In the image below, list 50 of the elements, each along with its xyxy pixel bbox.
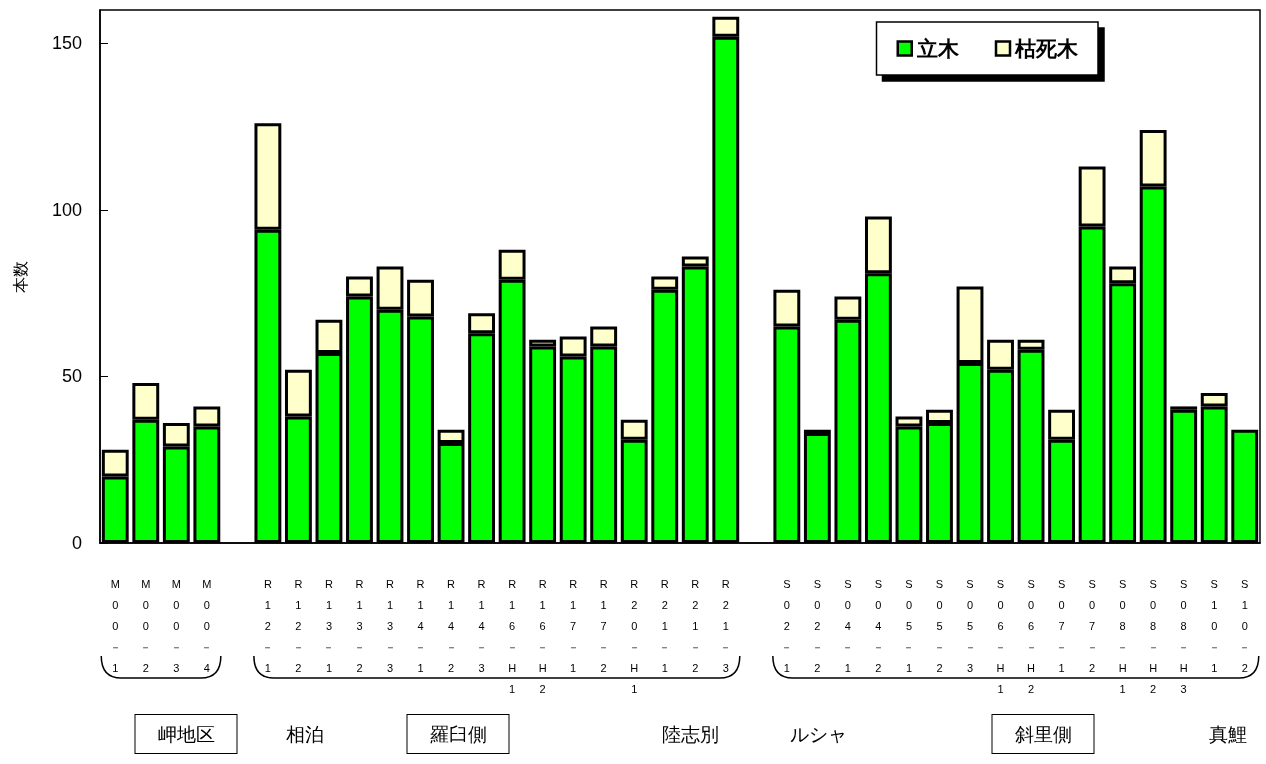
- x-tick-label: S08－H3: [1178, 577, 1190, 695]
- x-tick-label: R12－1: [262, 577, 274, 674]
- x-tick-label: S05－2: [933, 577, 945, 674]
- x-tick-label: M00－1: [109, 577, 121, 674]
- x-tick-label: R13－1: [323, 577, 335, 674]
- x-tick-label: S06－H1: [995, 577, 1007, 695]
- x-tick-label: S10－1: [1208, 577, 1220, 674]
- x-tick-label: R14－1: [415, 577, 427, 674]
- x-tick-label: S08－H2: [1147, 577, 1159, 695]
- y-tick-label: 0: [71, 533, 82, 553]
- x-tick-label: R17－1: [567, 577, 579, 674]
- x-tick-label: S07－2: [1086, 577, 1098, 674]
- x-tick-label: S06－H2: [1025, 577, 1037, 695]
- x-tick-label: R14－3: [476, 577, 488, 674]
- x-tick-label: S04－1: [842, 577, 854, 674]
- x-tick-label: R20－H1: [628, 577, 640, 695]
- x-tick-label: R16－H1: [506, 577, 518, 695]
- y-tick-label: 50: [61, 366, 82, 387]
- x-tick-label: M00－4: [201, 577, 213, 674]
- text: 斜里側: [991, 714, 1095, 754]
- y-axis-title: 本数: [11, 260, 29, 293]
- x-tick-label: R13－3: [384, 577, 396, 674]
- legend-label: 枯死木: [1014, 36, 1079, 61]
- x-tick-label: M00－3: [170, 577, 182, 674]
- x-tick-label: S02－2: [811, 577, 823, 674]
- text: 陸志別: [661, 722, 719, 746]
- x-tick-label: R12－2: [292, 577, 304, 674]
- x-tick-label: S05－1: [903, 577, 915, 674]
- x-tick-label: S07－1: [1056, 577, 1068, 674]
- x-tick-label: R16－H2: [537, 577, 549, 695]
- text: 相泊: [286, 722, 324, 746]
- x-tick-label: R21－3: [720, 577, 732, 674]
- text: 真鯉: [1209, 722, 1247, 746]
- text: 岬地区: [134, 714, 238, 754]
- x-tick-label: R17－2: [598, 577, 610, 674]
- y-tick-label: 100: [51, 199, 82, 220]
- x-tick-label: S04－2: [872, 577, 884, 674]
- x-tick-label: R13－2: [353, 577, 365, 674]
- x-tick-label: S08－H1: [1117, 577, 1129, 695]
- x-tick-label: R21－2: [689, 577, 701, 674]
- x-tick-label: S10－2: [1239, 577, 1251, 674]
- text: ルシャ: [789, 722, 847, 746]
- x-tick-label: R14－2: [445, 577, 457, 674]
- x-tick-label: S05－3: [964, 577, 976, 674]
- y-tick-label: 150: [51, 33, 82, 54]
- legend-label: 立木: [915, 36, 960, 61]
- x-tick-label: M00－2: [140, 577, 152, 674]
- x-tick-label: S02－1: [781, 577, 793, 674]
- text: 羅臼側: [406, 714, 510, 754]
- x-tick-label: R21－1: [659, 577, 671, 674]
